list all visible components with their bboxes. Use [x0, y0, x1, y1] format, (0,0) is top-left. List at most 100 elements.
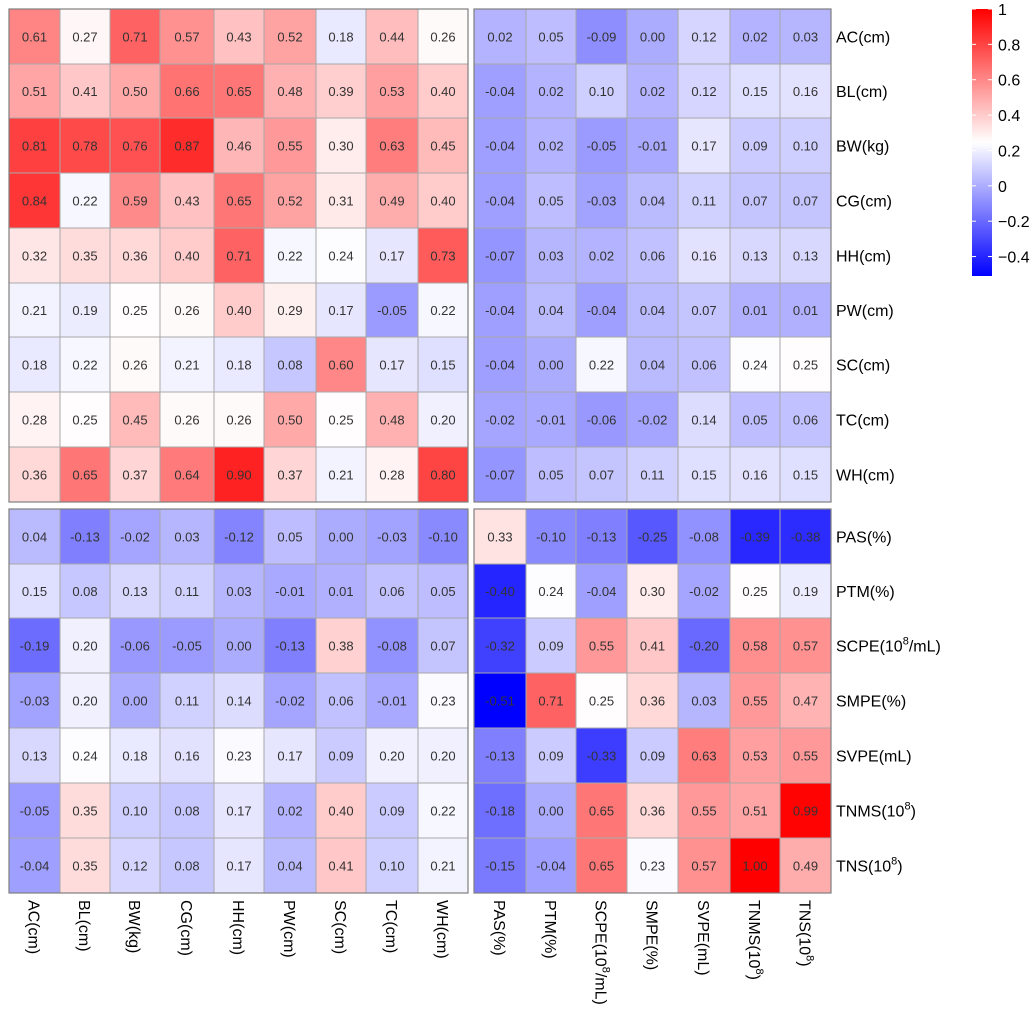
- cell-value-label: -0.02: [485, 413, 515, 428]
- cell-value-label: -0.10: [428, 530, 458, 545]
- heatmap-panel-borders: [8, 8, 832, 894]
- heatmap-cell-cg-cm-ac-cm: [8, 172, 61, 229]
- cell-value-label: 0.02: [277, 804, 302, 819]
- heatmap-cell-bl-cm-bl-cm: [59, 63, 111, 119]
- heatmap-cell-scpe-10-8-ml-smpe: [626, 617, 679, 674]
- cell-value-label: -0.04: [20, 859, 50, 874]
- cell-value-label: 0.65: [589, 859, 614, 874]
- column-label-wh-cm: WH(cm): [433, 900, 450, 959]
- row-label-tc-cm: TC(cm): [836, 413, 889, 430]
- cell-value-label: -0.07: [485, 249, 515, 264]
- cell-value-label: 0.52: [277, 30, 302, 45]
- heatmap-cell-smpe-bw-kg: [109, 672, 161, 729]
- heatmap-cell-ac-cm-ac-cm: [8, 8, 61, 65]
- panel-border-1: [8, 8, 469, 503]
- heatmap-cell-wh-cm-cg-cm: [159, 446, 215, 503]
- cell-value-label: 0.20: [72, 694, 97, 709]
- heatmap-cell-cg-cm-sc-cm: [315, 172, 367, 229]
- cell-value-label: -0.05: [20, 804, 50, 819]
- heatmap-cell-wh-cm-svpe-ml: [677, 446, 731, 503]
- heatmap-cell-tnms-10-8-hh-cm: [213, 782, 265, 839]
- cell-value-label: 0.02: [538, 139, 563, 154]
- cell-value-label: 0.03: [174, 530, 199, 545]
- heatmap-cell-tc-cm-ptm: [525, 391, 577, 448]
- cell-value-label: 0.21: [430, 859, 455, 874]
- heatmap-cell-sc-cm-scpe-10-8-ml: [575, 336, 628, 393]
- cell-value-label: 0.61: [22, 30, 47, 45]
- cell-value-label: 0.44: [379, 30, 404, 45]
- cell-value-label: 0.55: [691, 804, 716, 819]
- heatmap-cell-ptm-ac-cm: [8, 563, 61, 619]
- cell-value-label: 0.03: [226, 584, 251, 599]
- heatmap-cell-smpe-tns-10-8: [779, 672, 832, 729]
- cell-value-label: -0.01: [638, 139, 668, 154]
- cell-value-label: 0.50: [122, 84, 147, 99]
- cell-value-label: -0.13: [70, 530, 100, 545]
- heatmap-cell-bl-cm-bw-kg: [109, 63, 161, 119]
- cell-value-label: 0.09: [328, 749, 353, 764]
- cell-value-label: -0.01: [536, 413, 566, 428]
- cell-value-label: 0.06: [793, 413, 818, 428]
- cell-value-label: 0.00: [538, 358, 563, 373]
- heatmap-cell-svpe-ml-svpe-ml: [677, 727, 731, 784]
- heatmap-cell-wh-cm-pw-cm: [263, 446, 317, 503]
- cell-value-label: 0.22: [72, 358, 97, 373]
- cell-value-label: 0.16: [742, 468, 767, 483]
- cell-value-label: 0.73: [430, 249, 455, 264]
- cell-value-label: 0.15: [22, 584, 47, 599]
- heatmap-cell-ptm-cg-cm: [159, 563, 215, 619]
- column-label-tnms-10-8: TNMS(108): [745, 900, 765, 980]
- cell-value-label: 0.60: [328, 358, 353, 373]
- cell-value-label: 0.04: [640, 303, 665, 318]
- row-labels: AC(cm) BL(cm) BW(kg) CG(cm) HH(cm) PW(cm) SC(c…: [836, 30, 941, 876]
- cell-value-label: 0.39: [328, 84, 353, 99]
- cell-value-label: 0.03: [538, 249, 563, 264]
- heatmap-cell-smpe-svpe-ml: [677, 672, 731, 729]
- cell-value-label: 0.48: [379, 413, 404, 428]
- heatmap-cell-hh-cm-svpe-ml: [677, 227, 731, 284]
- heatmap-cell-hh-cm-hh-cm: [213, 227, 265, 284]
- cell-value-label: 0.15: [793, 468, 818, 483]
- heatmap-cell-pas-pas: [473, 508, 527, 565]
- cell-value-label: 0.57: [793, 639, 818, 654]
- heatmap-cell-tnms-10-8-bl-cm: [59, 782, 111, 839]
- heatmap-cell-ptm-smpe: [626, 563, 679, 619]
- heatmap-cell-sc-cm-svpe-ml: [677, 336, 731, 393]
- heatmap-cell-tns-10-8-pas: [473, 837, 527, 894]
- heatmap-cell-svpe-ml-ptm: [525, 727, 577, 784]
- heatmap-cell-ptm-tc-cm: [365, 563, 419, 619]
- heatmap-cell-cg-cm-tc-cm: [365, 172, 419, 229]
- cell-value-label: -0.05: [377, 303, 407, 318]
- heatmap-cell-wh-cm-tnms-10-8: [729, 446, 781, 503]
- cell-value-label: -0.10: [536, 530, 566, 545]
- cell-value-label: 0.17: [379, 249, 404, 264]
- cell-value-label: 0.23: [226, 749, 251, 764]
- column-label-svpe-ml: SVPE(mL): [694, 900, 711, 976]
- cell-value-label: 0.06: [328, 694, 353, 709]
- heatmap-cell-bl-cm-cg-cm: [159, 63, 215, 119]
- heatmap-cell-tc-cm-cg-cm: [159, 391, 215, 448]
- cell-value-label: 0.81: [22, 139, 47, 154]
- cell-value-label: 0.40: [226, 303, 251, 318]
- heatmap-cell-ptm-tnms-10-8: [729, 563, 781, 619]
- heatmap-cell-svpe-ml-tc-cm: [365, 727, 419, 784]
- heatmap-cell-sc-cm-tns-10-8: [779, 336, 832, 393]
- cell-value-label: 0.43: [174, 194, 199, 209]
- cell-value-label: 0.03: [691, 694, 716, 709]
- cell-value-label: 0.48: [277, 84, 302, 99]
- column-label-bw-kg: BW(kg): [125, 900, 142, 953]
- heatmap-cell-tns-10-8-tns-10-8: [779, 837, 832, 894]
- cell-value-label: 0.10: [793, 139, 818, 154]
- cell-value-label: 0.24: [538, 584, 563, 599]
- heatmap-cell-bw-kg-ptm: [525, 117, 577, 174]
- heatmap-cell-tc-cm-tns-10-8: [779, 391, 832, 448]
- heatmap-cell-tns-10-8-wh-cm: [417, 837, 469, 894]
- heatmap-cell-svpe-ml-cg-cm: [159, 727, 215, 784]
- heatmap-cell-bw-kg-tnms-10-8: [729, 117, 781, 174]
- cell-value-label: 0.57: [174, 30, 199, 45]
- legend-tick-label: 0: [998, 179, 1007, 196]
- heatmap-cell-tnms-10-8-pw-cm: [263, 782, 317, 839]
- panel-border-3: [8, 508, 469, 894]
- heatmap-cell-cg-cm-bl-cm: [59, 172, 111, 229]
- cell-value-label: -0.20: [689, 639, 719, 654]
